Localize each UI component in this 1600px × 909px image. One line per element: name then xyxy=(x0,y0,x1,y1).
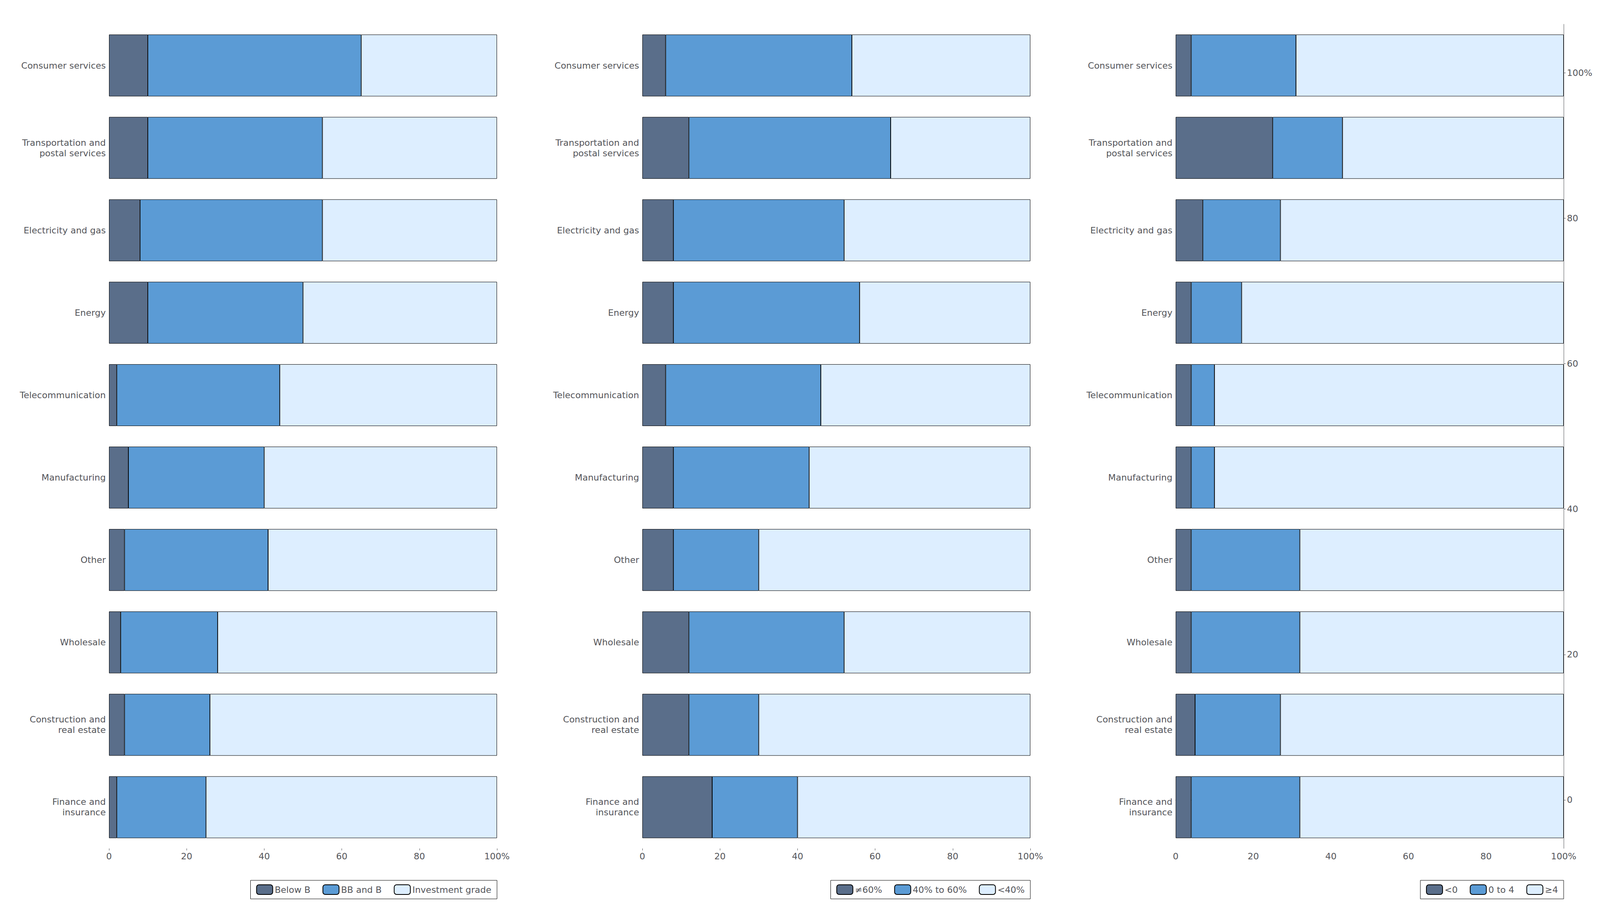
svg-text:Energy: Energy xyxy=(74,307,106,318)
svg-text:Consumer services: Consumer services xyxy=(554,60,640,71)
svg-text:Telecommunication: Telecommunication xyxy=(19,390,106,401)
svg-text:100%: 100% xyxy=(1017,851,1044,862)
svg-text:insurance: insurance xyxy=(595,807,640,818)
svg-text:Transportation and: Transportation and xyxy=(21,137,106,148)
svg-text:Other: Other xyxy=(80,554,107,565)
svg-text:postal services: postal services xyxy=(1106,148,1173,159)
svg-text:real estate: real estate xyxy=(591,724,640,735)
svg-text:Electricity and gas: Electricity and gas xyxy=(1090,225,1173,236)
svg-text:60: 60 xyxy=(1566,358,1579,369)
svg-text:insurance: insurance xyxy=(62,807,106,818)
svg-text:Finance and: Finance and xyxy=(1118,796,1173,807)
svg-text:80: 80 xyxy=(1566,213,1579,224)
svg-text:0 to 4: 0 to 4 xyxy=(1488,884,1515,895)
svg-text:Consumer services: Consumer services xyxy=(21,60,106,71)
svg-text:20: 20 xyxy=(1247,851,1259,862)
svg-text:Finance and: Finance and xyxy=(52,796,106,807)
svg-text:BB and B: BB and B xyxy=(341,884,382,895)
svg-text:Wholesale: Wholesale xyxy=(593,637,640,648)
svg-text:80: 80 xyxy=(947,851,959,862)
svg-text:Construction and: Construction and xyxy=(563,714,640,725)
svg-text:Investment grade: Investment grade xyxy=(412,884,492,895)
svg-text:Construction and: Construction and xyxy=(29,714,106,725)
svg-text:Manufacturing: Manufacturing xyxy=(41,472,106,483)
svg-text:Construction and: Construction and xyxy=(1096,714,1173,725)
svg-text:Consumer services: Consumer services xyxy=(1088,60,1173,71)
svg-text:Telecommunication: Telecommunication xyxy=(1086,390,1173,401)
svg-text:40% to 60%: 40% to 60% xyxy=(912,884,967,895)
svg-text:40: 40 xyxy=(1325,851,1337,862)
svg-text:0: 0 xyxy=(639,851,646,862)
svg-text:20: 20 xyxy=(1566,649,1579,660)
svg-text:Wholesale: Wholesale xyxy=(1126,637,1173,648)
svg-text:real estate: real estate xyxy=(1124,724,1173,735)
svg-text:Finance and: Finance and xyxy=(585,796,640,807)
svg-text:Transportation and: Transportation and xyxy=(555,137,640,148)
svg-text:100%: 100% xyxy=(1551,851,1577,862)
svg-text:Other: Other xyxy=(1147,554,1173,565)
svg-text:40: 40 xyxy=(791,851,804,862)
svg-text:≥4: ≥4 xyxy=(1545,884,1559,895)
svg-text:0: 0 xyxy=(1566,794,1573,805)
svg-text:postal services: postal services xyxy=(39,148,106,159)
svg-text:<40%: <40% xyxy=(997,884,1025,895)
svg-text:0: 0 xyxy=(1172,851,1179,862)
svg-text:real estate: real estate xyxy=(58,724,106,735)
svg-text:60: 60 xyxy=(869,851,881,862)
svg-text:60: 60 xyxy=(336,851,348,862)
svg-text:≠60%: ≠60% xyxy=(854,884,882,895)
svg-text:Manufacturing: Manufacturing xyxy=(574,472,640,483)
svg-text:Other: Other xyxy=(614,554,640,565)
svg-text:Energy: Energy xyxy=(608,307,640,318)
svg-text:40: 40 xyxy=(258,851,270,862)
svg-text:insurance: insurance xyxy=(1128,807,1173,818)
svg-text:0: 0 xyxy=(106,851,112,862)
svg-text:20: 20 xyxy=(714,851,726,862)
svg-text:Manufacturing: Manufacturing xyxy=(1108,472,1173,483)
svg-text:40: 40 xyxy=(1566,503,1579,514)
svg-text:100%: 100% xyxy=(1566,67,1593,78)
svg-text:Telecommunication: Telecommunication xyxy=(552,390,640,401)
svg-text:postal services: postal services xyxy=(572,148,640,159)
svg-text:Electricity and gas: Electricity and gas xyxy=(556,225,640,236)
svg-text:<0: <0 xyxy=(1444,884,1458,895)
svg-text:Energy: Energy xyxy=(1141,307,1173,318)
svg-text:100%: 100% xyxy=(484,851,510,862)
svg-text:20: 20 xyxy=(180,851,193,862)
svg-text:Below B: Below B xyxy=(274,884,311,895)
svg-text:Transportation and: Transportation and xyxy=(1088,137,1173,148)
svg-text:60: 60 xyxy=(1402,851,1415,862)
svg-text:Electricity and gas: Electricity and gas xyxy=(23,225,106,236)
svg-text:Wholesale: Wholesale xyxy=(60,637,106,648)
svg-text:80: 80 xyxy=(413,851,426,862)
svg-text:80: 80 xyxy=(1480,851,1492,862)
